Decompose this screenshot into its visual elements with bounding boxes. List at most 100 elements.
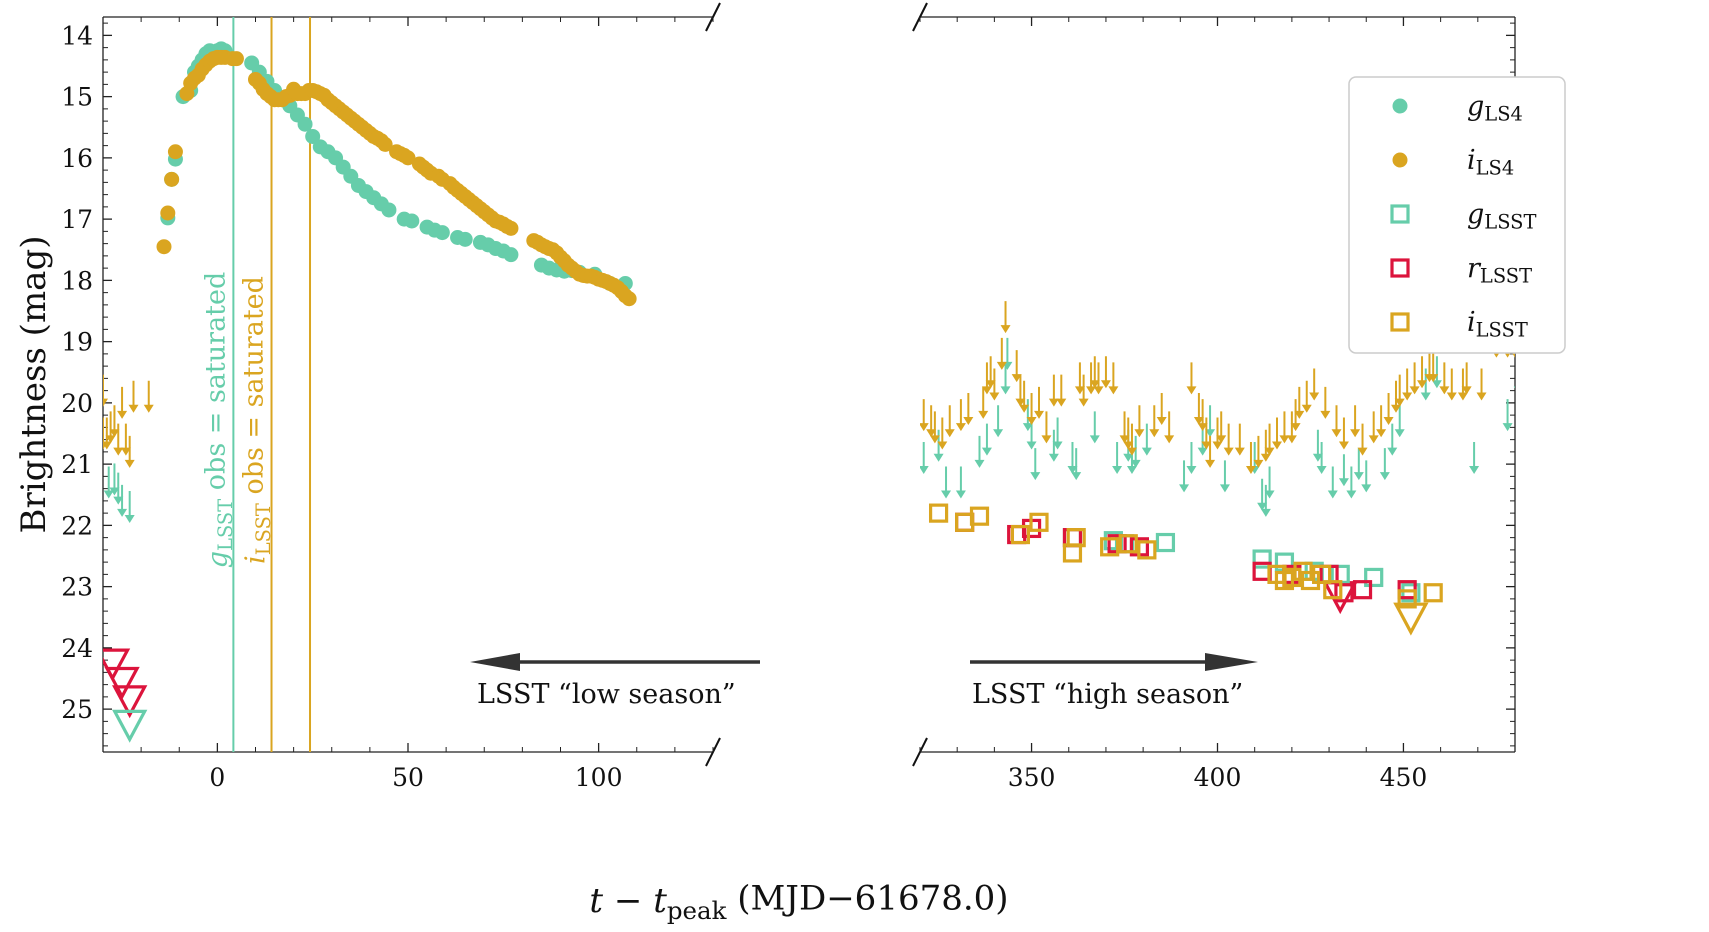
upper-limit-arrow-head (1216, 435, 1227, 444)
upper-limit-arrow-head (1312, 453, 1323, 462)
upper-limit-arrow-head (944, 429, 955, 438)
upper-limit-triangle (104, 666, 140, 700)
upper-limit-arrow-head (1476, 392, 1487, 401)
upper-limit-arrow-head (1394, 429, 1405, 438)
upper-limit-arrow-head (117, 410, 128, 419)
data-point-i_LSST (1118, 534, 1138, 554)
upper-limit-arrow-head (1205, 459, 1216, 468)
upper-limit-arrow-head (1338, 478, 1349, 487)
data-point-i_LS4 (164, 171, 180, 187)
upper-limit-arrow-head (933, 453, 944, 462)
upper-limit-arrow-head (1052, 441, 1063, 450)
legend-label-g_LSST: gLSST (1467, 199, 1536, 233)
upper-limit-arrow-head (1379, 472, 1390, 481)
data-point-i_LSST (1062, 543, 1083, 563)
data-point-g_LSST (1155, 532, 1176, 553)
upper-limit-arrow-head (1000, 386, 1011, 395)
upper-limit-arrow-head (1026, 417, 1037, 425)
x-tick-label: 450 (1380, 763, 1428, 792)
data-point-i_LSST (1300, 570, 1321, 591)
upper-limit-arrow-head (929, 435, 940, 444)
upper-limit-arrow-head (1156, 417, 1167, 425)
upper-limit-arrow-head (981, 447, 992, 456)
data-point-i_LSST (1137, 540, 1157, 560)
upper-limit-arrow-head (1353, 472, 1364, 481)
upper-limit-arrow-head (1026, 441, 1037, 450)
upper-limit-arrow-head (1108, 386, 1119, 395)
y-tick-label: 15 (61, 83, 93, 112)
upper-limit-arrow-head (1409, 386, 1420, 395)
upper-limit-arrow-head (1469, 466, 1480, 474)
data-point-g_LS4 (457, 231, 473, 247)
upper-limit-arrow-head (1257, 502, 1268, 511)
upper-limit-arrow-head (993, 429, 1004, 438)
upper-limit-arrow-head (1357, 447, 1368, 456)
data-point-i_LSST (1423, 583, 1443, 603)
data-point-g_LS4 (503, 247, 519, 263)
upper-limit-arrow-head (1041, 435, 1052, 444)
upper-limit-arrow-head (1130, 459, 1141, 468)
upper-limit-arrow-head (1294, 410, 1305, 419)
legend-marker-i_LSST (1390, 312, 1410, 332)
upper-limit-arrow-head (1402, 392, 1413, 401)
upper-limit-arrow-head (963, 417, 974, 425)
upper-limit-triangle (112, 685, 148, 719)
y-tick-label: 16 (61, 144, 93, 173)
upper-limit-arrow-head (1346, 490, 1357, 499)
upper-limit-arrow-head (1134, 429, 1145, 438)
upper-limit-arrow-head (1331, 429, 1342, 438)
upper-limit-arrow-head (103, 441, 112, 450)
upper-limit-arrow-head (128, 404, 139, 413)
upper-limit-arrow-head (1022, 423, 1033, 432)
upper-limit-arrow-head (1030, 472, 1041, 481)
upper-limit-arrow-head (1301, 404, 1312, 413)
upper-limit-arrow-head (920, 423, 929, 432)
legend-label-i_LS4: iLS4 (1467, 145, 1514, 179)
upper-limit-arrow-head (1272, 441, 1282, 450)
upper-limit-arrow-head (117, 508, 128, 517)
legend-marker-r_LSST (1390, 258, 1410, 278)
y-tick-label: 22 (61, 511, 93, 540)
upper-limit-arrow-head (1048, 398, 1059, 407)
upper-limits-right (920, 301, 1515, 636)
upper-limit-arrow-head (120, 447, 131, 456)
upper-limit-arrow-head (1011, 374, 1022, 383)
upper-limit-arrow-head (1126, 447, 1137, 456)
upper-limit-arrow-head (955, 423, 966, 432)
upper-limit-triangle (103, 648, 131, 682)
upper-limit-arrow-head (1186, 386, 1197, 395)
upper-limit-arrow-head (1417, 380, 1428, 389)
upper-limit-arrow-head (1179, 484, 1190, 493)
upper-limit-arrow-head (926, 429, 937, 438)
x-axis-label: t − tpeak (MJD−61678.0) (589, 878, 1008, 925)
data-point-i_LSST (1100, 537, 1120, 557)
upper-limit-arrow-head (1197, 423, 1208, 432)
upper-limit-arrow-head (1000, 325, 1011, 334)
x-tick-label: 400 (1194, 763, 1242, 792)
legend-label-g_LS4: gLS4 (1467, 91, 1523, 125)
data-point-g_LS4 (297, 116, 313, 132)
upper-limit-arrow-head (1264, 447, 1275, 456)
data-point-i_LS4 (621, 291, 637, 307)
data-point-i_LS4 (503, 220, 519, 236)
upper-limit-arrow-head (1193, 417, 1204, 425)
legend-label-r_LSST: rLSST (1467, 253, 1532, 287)
series-i_LSST-right (928, 503, 1443, 609)
upper-limit-arrow-head (1067, 466, 1078, 474)
data-point-i_LSST (1282, 567, 1302, 588)
upper-limit-arrow-head (1223, 447, 1234, 456)
upper-limit-arrow-head (1420, 392, 1431, 401)
data-point-g_LSST (1330, 564, 1350, 584)
data-point-g_LS4 (404, 213, 420, 229)
y-tick-label: 21 (61, 450, 93, 479)
upper-limit-arrow-head (1431, 380, 1442, 389)
upper-limit-arrow-head (920, 466, 929, 474)
upper-limit-arrow-head (109, 487, 120, 496)
upper-limit-arrow-head (105, 435, 116, 444)
low-season-arrow-head (470, 653, 520, 671)
upper-limit-arrow-head (1186, 466, 1197, 474)
high-season-label: LSST “high season” (972, 679, 1243, 710)
upper-limit-arrow-head (109, 429, 120, 438)
upper-limit-arrow-head (974, 459, 985, 468)
data-point-i_LS4 (167, 144, 183, 160)
